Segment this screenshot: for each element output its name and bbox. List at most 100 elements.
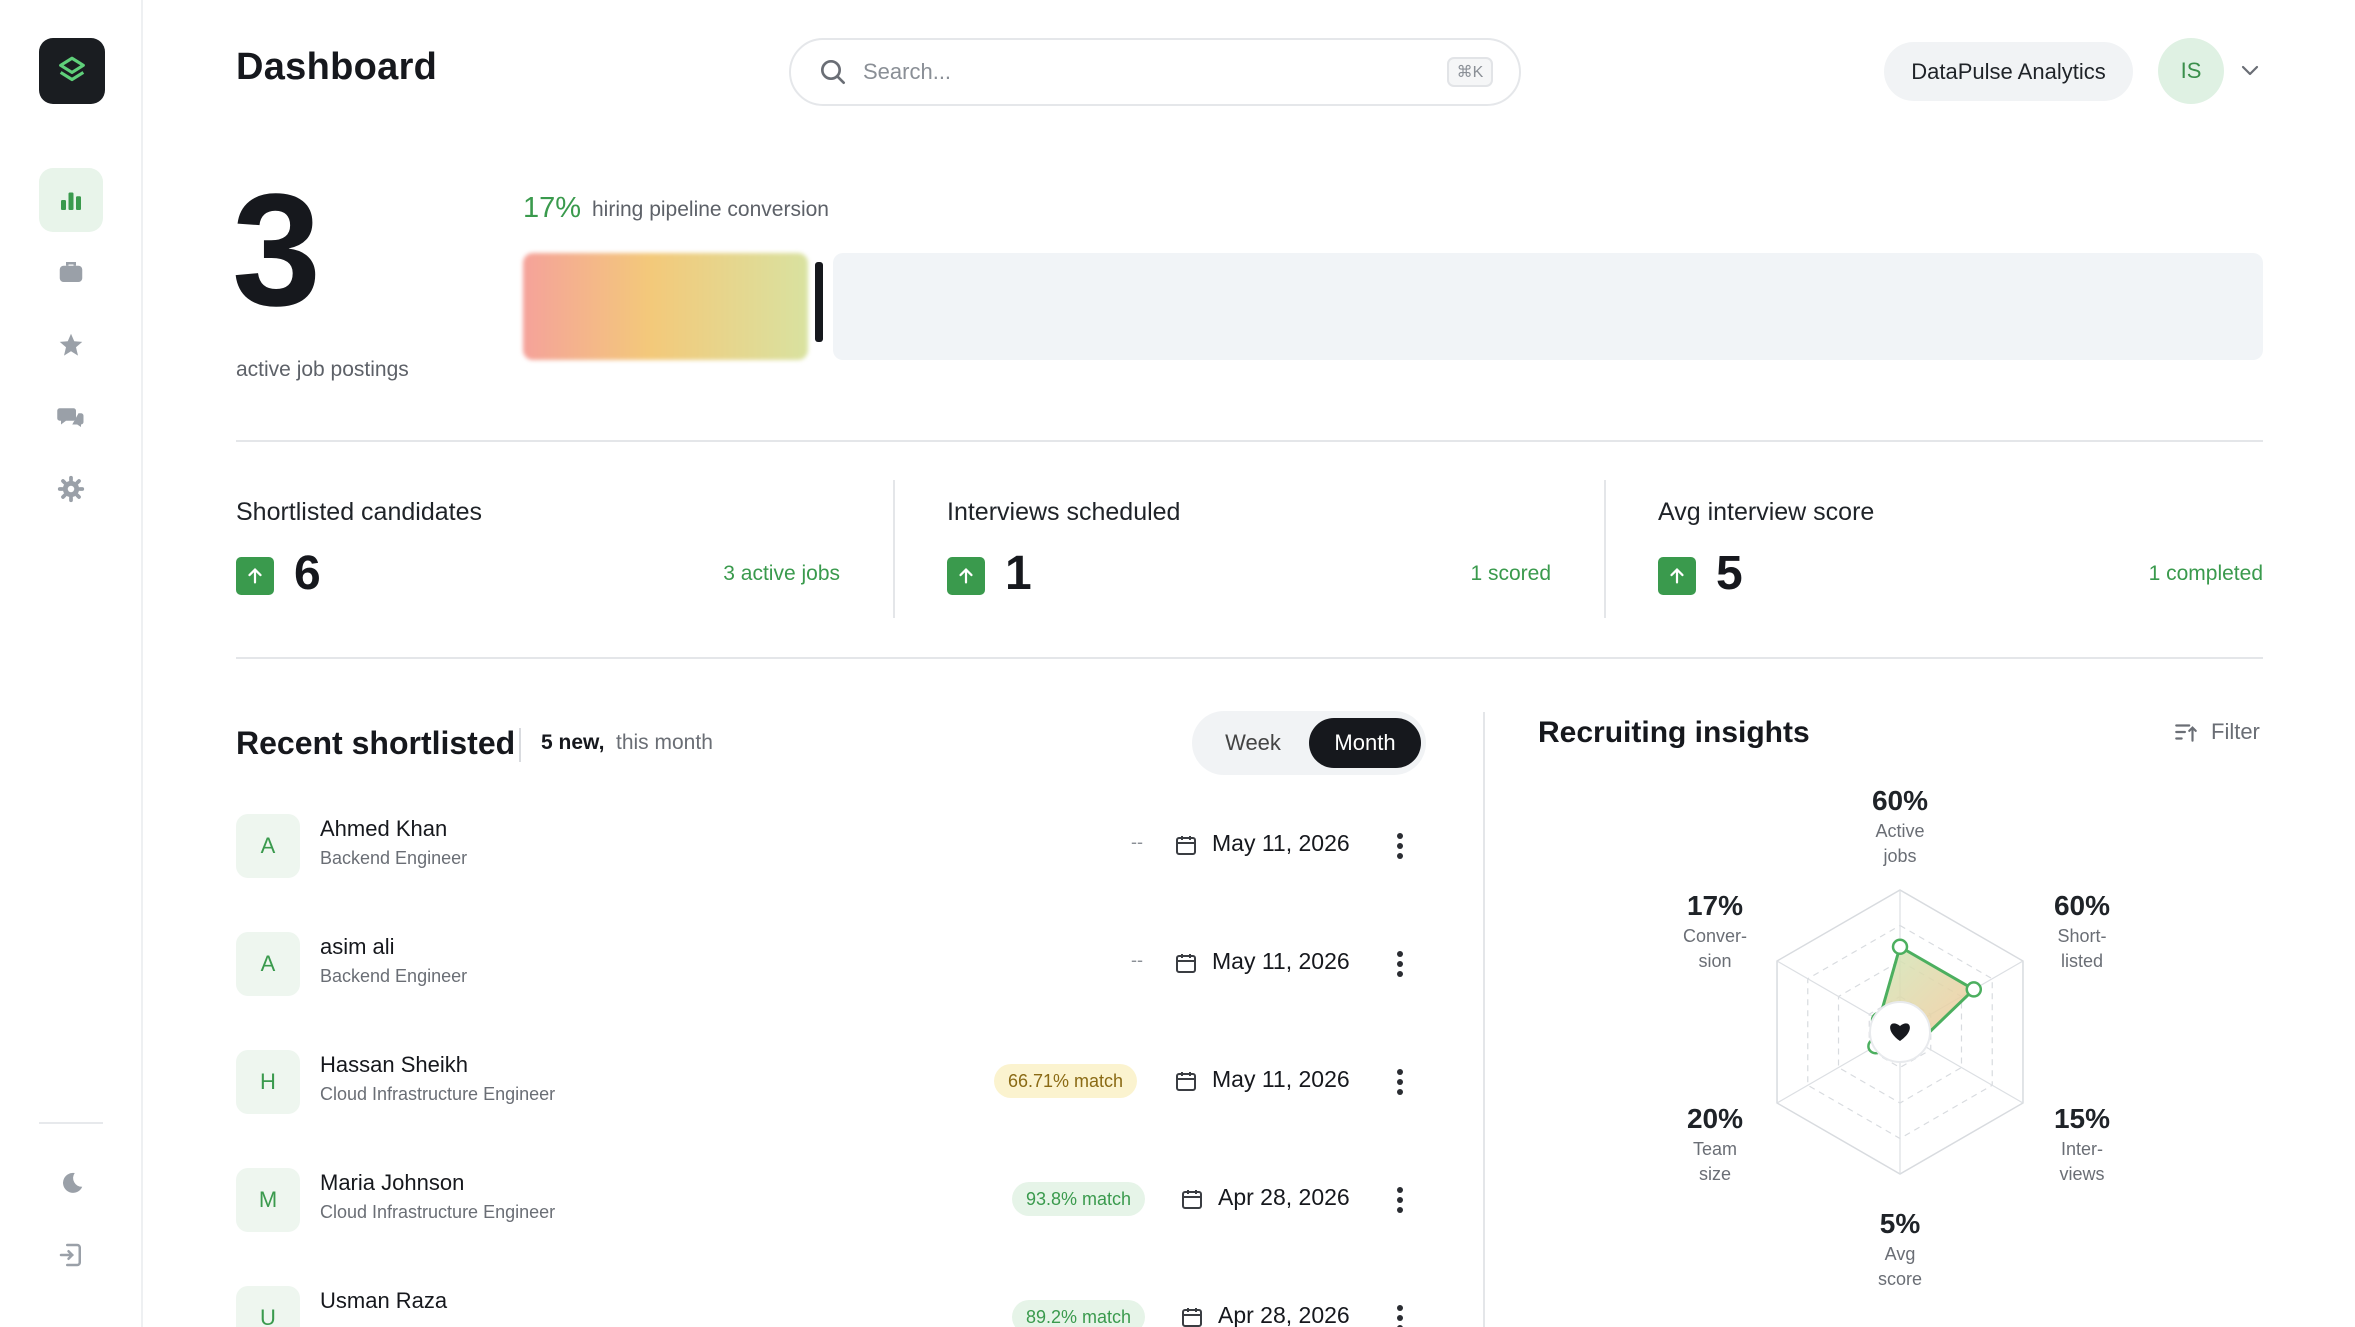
radar-label-text: views xyxy=(2059,1164,2105,1184)
radar-label-pct: 20% xyxy=(1686,1103,1744,1134)
briefcase-icon xyxy=(59,262,83,282)
candidate-name[interactable]: Usman Raza xyxy=(320,1288,448,1313)
divider xyxy=(236,440,2263,442)
toggle-week[interactable]: Week xyxy=(1225,730,1281,755)
title-separator xyxy=(519,728,521,762)
list-item[interactable]: A Ahmed Khan Backend Engineer -- May 11,… xyxy=(236,802,1426,892)
more-vertical-icon[interactable] xyxy=(1396,1300,1404,1327)
moon-icon xyxy=(63,1172,83,1193)
avatar[interactable]: IS xyxy=(2158,38,2224,104)
calendar-icon xyxy=(1182,1190,1202,1209)
radar-label-text: Inter- xyxy=(2060,1139,2103,1159)
conversion-bar-track xyxy=(833,253,2263,360)
radar-label-text: sion xyxy=(1698,951,1732,971)
sidebar-item-dashboard[interactable] xyxy=(39,168,103,232)
arrow-up-icon xyxy=(1658,557,1696,595)
search-icon xyxy=(821,60,845,84)
filter-icon xyxy=(2175,724,2197,742)
radar-label-pct: 60% xyxy=(1871,785,1929,816)
conversion-bar-marker xyxy=(815,262,823,342)
calendar-icon xyxy=(1176,1072,1196,1091)
list-item[interactable]: A asim ali Backend Engineer -- May 11, 2… xyxy=(236,920,1426,1010)
candidate-initial: A xyxy=(236,814,300,878)
stat-link[interactable]: 3 active jobs xyxy=(723,562,840,585)
search-bar[interactable]: ⌘K xyxy=(789,38,1521,106)
heart-icon xyxy=(1890,1023,1910,1041)
stat-title: Shortlisted candidates xyxy=(236,498,482,526)
candidate-name[interactable]: Ahmed Khan xyxy=(320,816,448,841)
app-logo[interactable] xyxy=(39,38,105,104)
radar-label-pct: 15% xyxy=(2053,1103,2111,1134)
more-vertical-icon[interactable] xyxy=(1396,1182,1404,1218)
more-vertical-icon[interactable] xyxy=(1396,946,1404,982)
candidate-name[interactable]: Hassan Sheikh xyxy=(320,1052,468,1077)
candidate-name[interactable]: asim ali xyxy=(320,934,395,959)
radar-label-text: Short- xyxy=(2057,926,2107,946)
toggle-month[interactable]: Month xyxy=(1309,718,1421,768)
radar-label-interviews: 15% Inter- views xyxy=(2012,1103,2152,1187)
stat-title: Interviews scheduled xyxy=(947,498,1181,526)
period-toggle: Week Month xyxy=(1192,711,1426,775)
search-input[interactable] xyxy=(863,59,1447,85)
candidate-role: Cloud Infrastructure Engineer xyxy=(320,1202,556,1222)
star-icon xyxy=(59,333,83,356)
stat-separator xyxy=(1604,480,1606,618)
layers-icon xyxy=(59,56,85,82)
candidate-initial: M xyxy=(236,1168,300,1232)
radar-label-text: Active xyxy=(1875,821,1925,841)
radar-label-text: size xyxy=(1698,1164,1731,1184)
filter-label: Filter xyxy=(2211,719,2260,744)
more-vertical-icon[interactable] xyxy=(1396,1064,1404,1100)
shortlist-date: May 11, 2026 xyxy=(1212,1066,1350,1092)
radar-label-text: score xyxy=(1877,1269,1922,1289)
match-badge: 66.71% match xyxy=(994,1064,1138,1098)
stat-title: Avg interview score xyxy=(1658,498,1875,526)
active-jobs-count: 3 xyxy=(232,160,321,339)
filter-button[interactable]: Filter xyxy=(2173,719,2260,745)
stat-value: 5 xyxy=(1716,547,1743,600)
radar-label-text: Conver- xyxy=(1682,926,1748,946)
sidebar-item-favorites[interactable] xyxy=(39,313,103,377)
match-empty: -- xyxy=(1131,950,1143,970)
stat-link[interactable]: 1 scored xyxy=(1470,562,1551,585)
list-item[interactable]: H Hassan Sheikh Cloud Infrastructure Eng… xyxy=(236,1038,1426,1128)
calendar-icon xyxy=(1176,836,1196,855)
sidebar xyxy=(0,0,143,1327)
insights-title: Recruiting insights xyxy=(1538,716,1810,749)
search-shortcut-hint: ⌘K xyxy=(1447,57,1493,87)
stat-link[interactable]: 1 completed xyxy=(2148,562,2263,585)
sidebar-item-jobs[interactable] xyxy=(39,240,103,304)
candidate-name[interactable]: Maria Johnson xyxy=(320,1170,465,1195)
chevron-down-icon[interactable] xyxy=(2238,58,2262,82)
radar-label-shortlisted: 60% Short- listed xyxy=(2012,890,2152,974)
logout-button[interactable] xyxy=(39,1223,103,1287)
radar-label-team-size: 20% Team size xyxy=(1645,1103,1785,1187)
list-item[interactable]: M Maria Johnson Cloud Infrastructure Eng… xyxy=(236,1156,1426,1246)
match-badge: 93.8% match xyxy=(1012,1182,1146,1216)
sidebar-item-settings[interactable] xyxy=(39,457,103,521)
active-jobs-label: active job postings xyxy=(236,358,409,381)
radar-label-avg-score: 5% Avg score xyxy=(1830,1208,1970,1292)
org-switcher[interactable]: DataPulse Analytics xyxy=(1884,42,2133,101)
shortlist-date: May 11, 2026 xyxy=(1212,948,1350,974)
candidate-role: Backend Engineer xyxy=(320,848,468,868)
column-separator xyxy=(1483,712,1485,1327)
divider xyxy=(236,657,2263,659)
arrow-up-icon xyxy=(236,557,274,595)
calendar-icon xyxy=(1182,1308,1202,1327)
stat-separator xyxy=(893,480,895,618)
candidate-role: Cloud Infrastructure Engineer xyxy=(320,1084,556,1104)
stat-interviews: Interviews scheduled 1 1 scored xyxy=(947,480,1551,620)
radar-label-text: Team xyxy=(1692,1139,1737,1159)
list-item[interactable]: U Usman Raza 89.2% match Apr 28, 2026 xyxy=(236,1274,1426,1327)
conversion-percent: 17% xyxy=(523,192,582,224)
radar-data-point xyxy=(1965,981,1983,998)
page-title: Dashboard xyxy=(236,46,438,88)
theme-toggle-button[interactable] xyxy=(39,1151,103,1215)
candidate-initial: U xyxy=(236,1286,300,1327)
bar-chart-icon xyxy=(61,192,81,210)
sidebar-item-messages[interactable] xyxy=(39,385,103,449)
shortlist-date: Apr 28, 2026 xyxy=(1218,1184,1350,1210)
more-vertical-icon[interactable] xyxy=(1396,828,1404,864)
conversion-label: hiring pipeline conversion xyxy=(592,198,829,221)
